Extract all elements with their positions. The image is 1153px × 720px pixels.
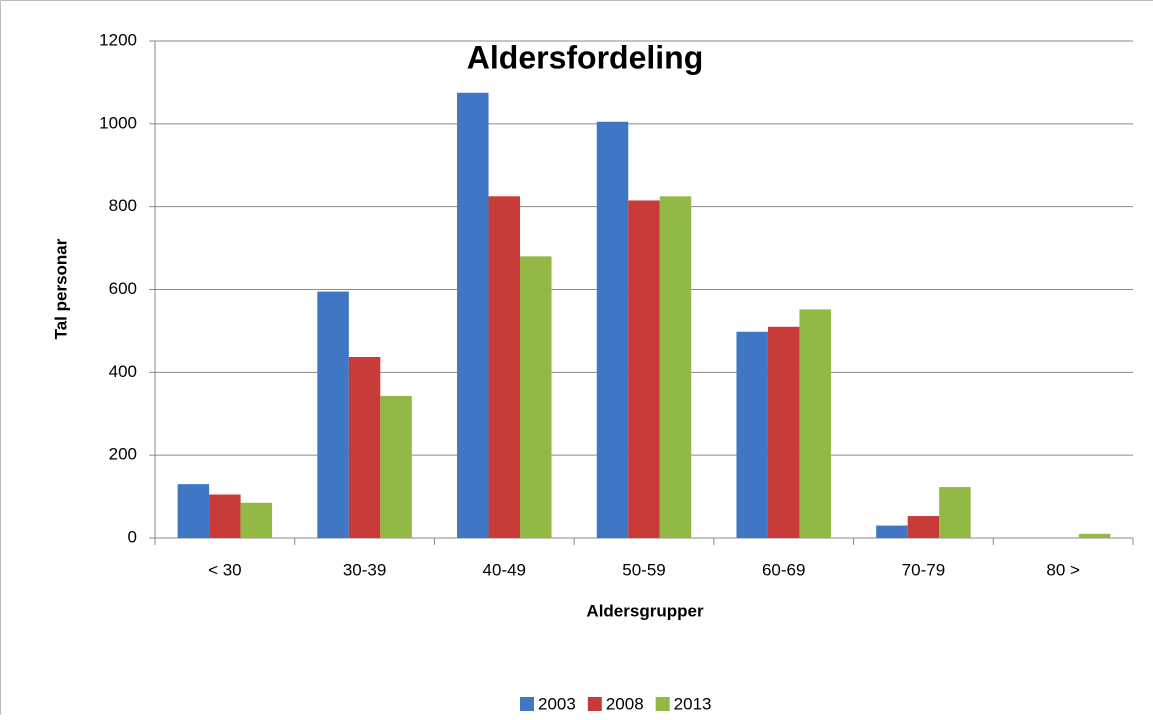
bar [457, 92, 489, 538]
bar [520, 256, 552, 538]
bar [767, 326, 800, 538]
y-tick-label: 800 [109, 196, 137, 215]
bar [488, 196, 521, 538]
chart-title: Aldersfordeling [467, 39, 703, 75]
legend-swatch [520, 697, 534, 711]
x-tick-label: 40-49 [483, 560, 526, 579]
bar [240, 502, 273, 538]
bar [348, 357, 381, 538]
x-axis-label: Aldersgrupper [586, 601, 704, 620]
legend-swatch [655, 697, 670, 711]
bar [736, 331, 768, 538]
legend-label: 2003 [538, 694, 576, 713]
x-tick-label: < 30 [208, 560, 242, 579]
y-tick-label: 1000 [99, 113, 137, 132]
bar [1078, 533, 1111, 538]
bar [596, 121, 629, 538]
y-tick-label: 1200 [99, 30, 137, 49]
y-tick-label: 400 [109, 362, 137, 381]
bar [907, 516, 940, 538]
legend-label: 2013 [674, 694, 712, 713]
x-tick-label: 30-39 [343, 560, 386, 579]
x-tick-label: 80 > [1046, 560, 1080, 579]
bar [380, 395, 412, 538]
x-tick-label: 50-59 [622, 560, 665, 579]
bar [939, 487, 971, 538]
y-tick-label: 200 [109, 445, 137, 464]
x-tick-label: 60-69 [762, 560, 805, 579]
bar [209, 494, 241, 538]
bar [799, 309, 831, 538]
bar [628, 200, 660, 538]
legend-label: 2008 [606, 694, 644, 713]
x-tick-label: 70-79 [902, 560, 945, 579]
y-tick-label: 600 [109, 279, 137, 298]
y-tick-label: 0 [128, 527, 137, 546]
bar [659, 196, 692, 538]
legend-swatch [587, 697, 602, 711]
bar [177, 484, 210, 538]
y-axis-label: Tal personar [51, 238, 70, 339]
bar [317, 291, 349, 538]
bar [876, 525, 908, 538]
